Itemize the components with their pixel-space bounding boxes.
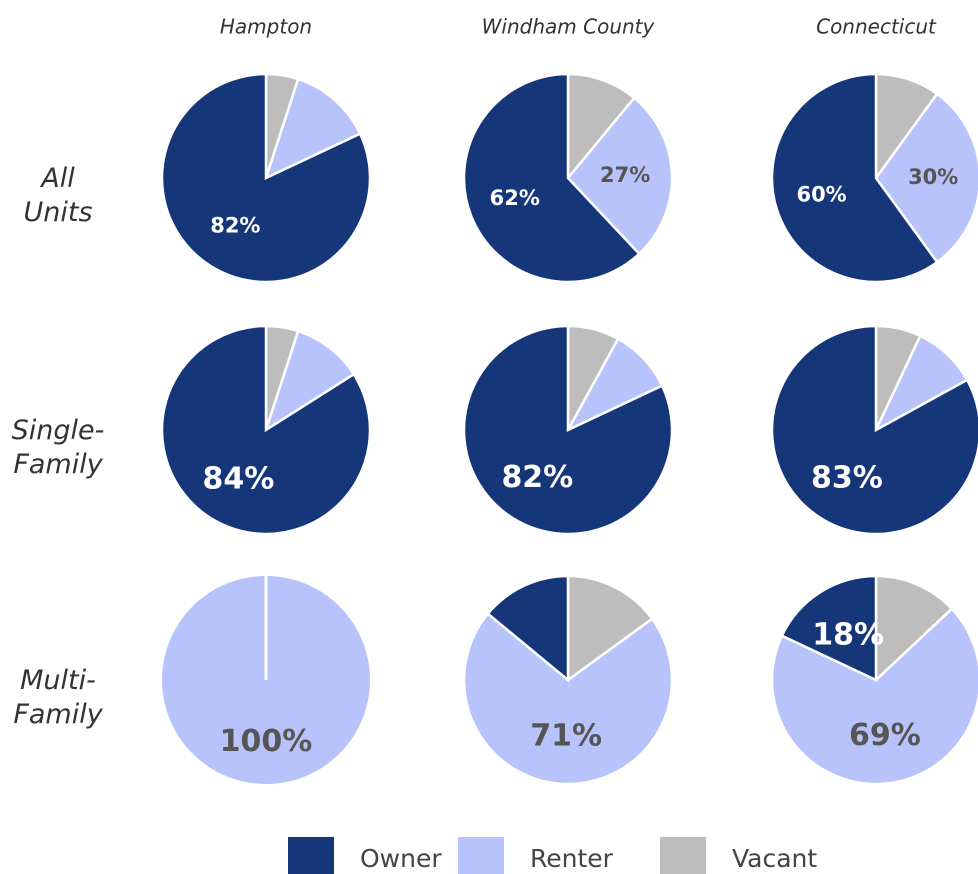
pie-slice — [160, 72, 372, 284]
legend-label: Renter — [530, 844, 614, 873]
pie-slice — [566, 96, 674, 256]
column-label: Hampton — [220, 15, 312, 39]
data-label: 18% — [812, 618, 884, 653]
pie-slice — [566, 72, 637, 182]
pie-slice — [770, 72, 939, 284]
column-label: Connecticut — [816, 15, 937, 39]
data-label: 84% — [203, 462, 275, 497]
legend-label: Owner — [360, 844, 442, 873]
pie-slice — [780, 574, 878, 682]
data-label: 62% — [490, 186, 540, 210]
row-label: Single-Family — [11, 415, 105, 480]
data-label: 60% — [796, 183, 846, 207]
legend-swatch — [288, 837, 334, 874]
legend-label: Vacant — [732, 844, 817, 873]
pie-slice — [566, 574, 654, 683]
pie-slice — [263, 329, 356, 433]
legend-swatch — [660, 837, 706, 874]
pie-slice — [874, 92, 978, 264]
data-label: 71% — [530, 719, 602, 754]
pie-slice — [160, 324, 372, 536]
pie-slice — [263, 77, 362, 181]
pie-slice — [462, 72, 641, 284]
data-label: 30% — [908, 165, 958, 189]
pie-slice — [462, 324, 674, 536]
row-label: All Units — [23, 163, 93, 228]
column-label: Windham County — [482, 15, 656, 39]
legend-swatch — [458, 837, 504, 874]
row-label: Multi-Family — [13, 665, 103, 730]
pie-slice — [486, 574, 570, 683]
pie-slice — [770, 607, 978, 786]
pie-slice — [874, 574, 954, 683]
pie-slice — [770, 324, 978, 536]
data-label: 83% — [811, 461, 883, 496]
data-label: 69% — [849, 718, 921, 753]
data-label: 100% — [220, 724, 313, 759]
data-label: 27% — [600, 163, 650, 187]
data-label: 82% — [501, 460, 573, 495]
pie-slice — [462, 611, 674, 786]
data-label: 82% — [210, 213, 260, 237]
